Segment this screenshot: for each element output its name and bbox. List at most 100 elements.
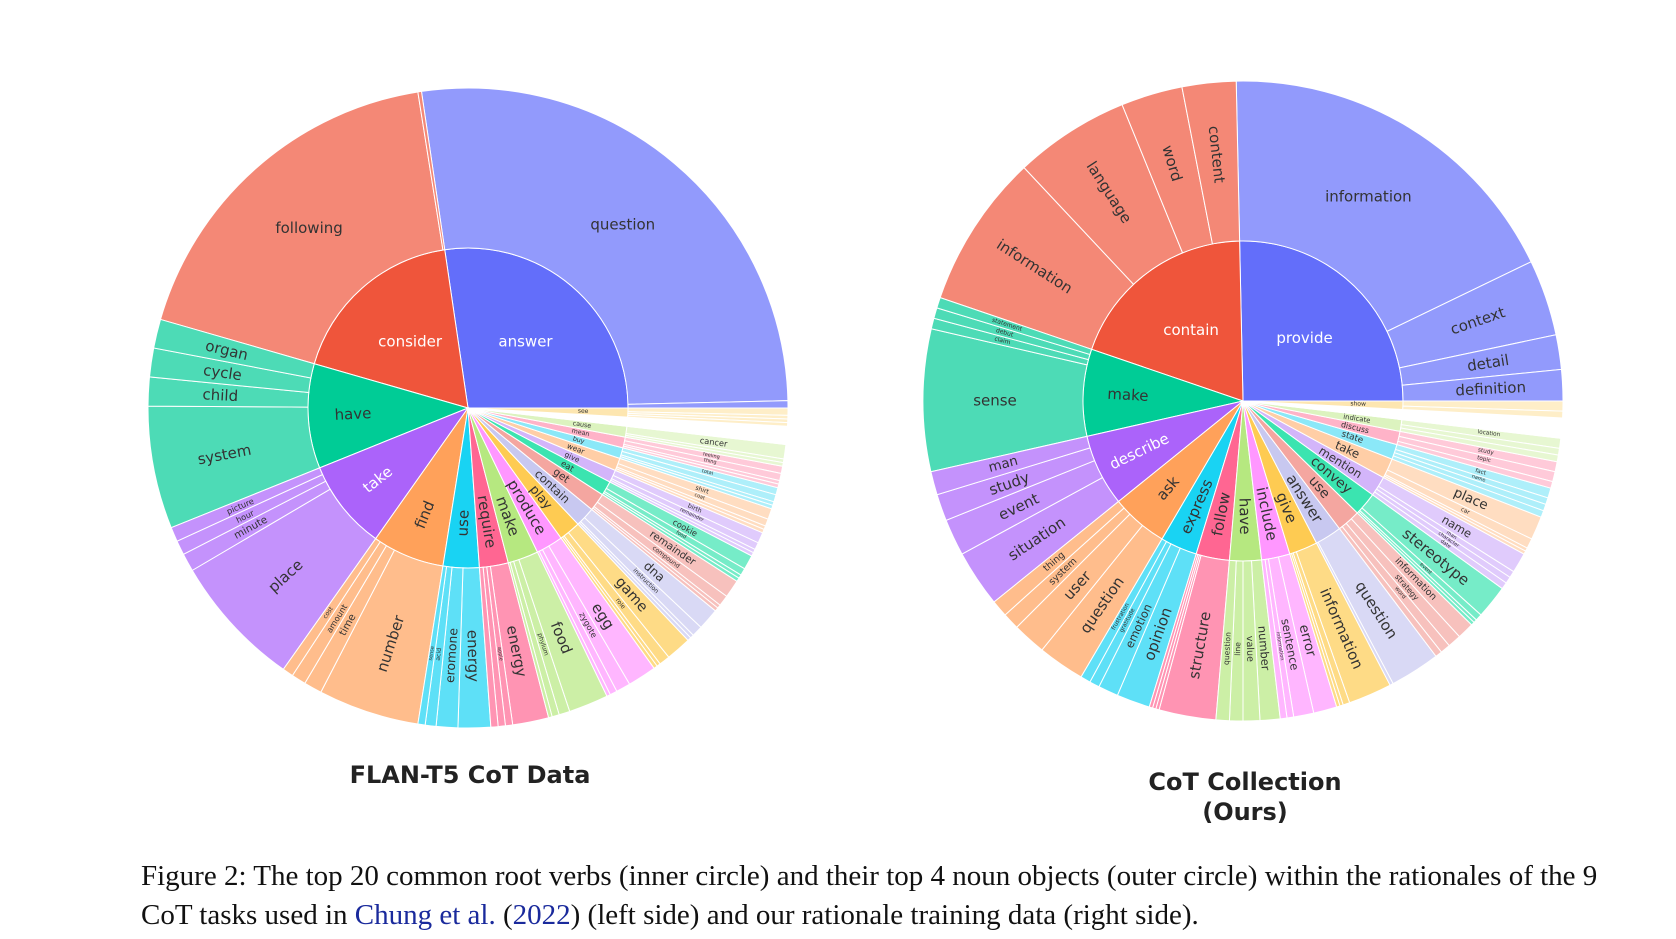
noun-wedge-blank[interactable] bbox=[1289, 552, 1341, 708]
figure-caption: Figure 2: The top 20 common root verbs (… bbox=[141, 857, 1601, 935]
noun-wedge-frustration[interactable] bbox=[1080, 538, 1168, 683]
noun-label: coat bbox=[693, 492, 705, 501]
noun-wedge-content[interactable] bbox=[1181, 80, 1241, 245]
noun-label: child bbox=[202, 385, 239, 405]
verb-label: have bbox=[334, 404, 372, 424]
verb-label: answer bbox=[498, 332, 553, 350]
noun-label: topic bbox=[1476, 455, 1491, 464]
verb-label: make bbox=[1107, 385, 1149, 405]
verb-label: contain bbox=[1163, 321, 1219, 339]
noun-label: name bbox=[1471, 474, 1486, 484]
noun-label: date bbox=[1439, 538, 1452, 549]
verb-label: buy bbox=[572, 435, 585, 445]
sunburst-chart-right: informationcontextdetaildefinitionprovid… bbox=[922, 80, 1564, 722]
noun-wedge-blank[interactable] bbox=[1261, 558, 1288, 720]
noun-wedge-blank[interactable] bbox=[1338, 525, 1443, 657]
noun-label: claim bbox=[994, 336, 1012, 347]
sunburst-chart-left: questionanswerfollowingconsidersystemchi… bbox=[147, 87, 789, 729]
noun-label: cancer bbox=[699, 435, 728, 449]
noun-label: man bbox=[1445, 530, 1458, 541]
noun-label: apple bbox=[496, 647, 504, 662]
verb-label: cause bbox=[572, 420, 591, 430]
noun-label: information bbox=[1325, 187, 1412, 205]
noun-label: car bbox=[1460, 507, 1471, 517]
noun-wedge-blank[interactable] bbox=[536, 550, 611, 697]
caption-paren: ( bbox=[495, 899, 513, 931]
noun-wedge-blank[interactable] bbox=[1356, 511, 1475, 626]
noun-label: study bbox=[1477, 447, 1494, 456]
chart-title-left: FLAN-T5 CoT Data bbox=[349, 761, 591, 789]
noun-wedge-blank[interactable] bbox=[560, 536, 658, 669]
noun-label: food bbox=[675, 530, 688, 541]
noun-wedge-statement[interactable] bbox=[936, 296, 1093, 356]
verb-label: use bbox=[453, 509, 472, 536]
verb-label: show bbox=[1350, 400, 1366, 407]
noun-wedge-thing[interactable] bbox=[993, 500, 1125, 616]
noun-label: sense bbox=[428, 646, 436, 661]
noun-wedge-blank[interactable] bbox=[1382, 475, 1527, 555]
verb-label: see bbox=[578, 408, 589, 415]
noun-label: shirt bbox=[694, 485, 710, 496]
noun-wedge-blank[interactable] bbox=[601, 492, 740, 582]
noun-wedge-information[interactable] bbox=[1235, 80, 1532, 333]
noun-label: line bbox=[1233, 642, 1242, 656]
verb-label: have bbox=[1236, 498, 1255, 535]
noun-wedge-blank[interactable] bbox=[1396, 440, 1554, 489]
noun-wedge-blank[interactable] bbox=[609, 479, 755, 557]
noun-label: man bbox=[987, 454, 1020, 476]
noun-label: definition bbox=[1455, 378, 1526, 399]
noun-label: question bbox=[1222, 632, 1233, 666]
noun-wedge-organ[interactable] bbox=[153, 318, 315, 379]
noun-wedge-blank[interactable] bbox=[417, 90, 446, 251]
verb-label: provide bbox=[1276, 329, 1332, 347]
noun-wedge-blank[interactable] bbox=[1399, 427, 1559, 463]
noun-wedge-blank[interactable] bbox=[1401, 408, 1564, 439]
noun-label: following bbox=[275, 219, 342, 237]
verb-label: mean bbox=[571, 428, 590, 439]
noun-wedge-blank[interactable] bbox=[1402, 405, 1564, 419]
citation-author-link[interactable]: Chung et al. bbox=[354, 899, 496, 931]
noun-label: information bbox=[1275, 632, 1285, 661]
noun-label: location bbox=[1477, 429, 1501, 438]
noun-label: feeling bbox=[702, 451, 720, 460]
noun-label: number bbox=[1255, 625, 1273, 671]
noun-wedge-blank[interactable] bbox=[577, 522, 692, 642]
noun-wedge-blank[interactable] bbox=[626, 416, 789, 446]
noun-label: question bbox=[590, 216, 655, 234]
noun-label: value bbox=[1244, 636, 1256, 662]
noun-wedge-question[interactable] bbox=[420, 87, 789, 405]
noun-wedge-blank[interactable] bbox=[627, 414, 789, 427]
noun-wedge-following[interactable] bbox=[159, 91, 444, 365]
noun-wedge-question[interactable] bbox=[1215, 559, 1237, 722]
noun-label: cycle bbox=[202, 361, 243, 384]
noun-label: eromone bbox=[443, 628, 461, 684]
noun-label: total bbox=[701, 468, 714, 477]
noun-wedge-blank[interactable] bbox=[624, 434, 784, 467]
noun-wedge-picture[interactable] bbox=[170, 467, 324, 542]
noun-wedge-blank[interactable] bbox=[622, 445, 780, 489]
noun-wedge-blank[interactable] bbox=[1391, 455, 1545, 518]
noun-wedge-blank[interactable] bbox=[619, 456, 774, 510]
citation-year-link[interactable]: 2022 bbox=[512, 899, 571, 931]
noun-wedge-blank[interactable] bbox=[478, 566, 499, 728]
noun-label: sense bbox=[973, 391, 1017, 409]
verb-label: consider bbox=[378, 333, 443, 351]
chart-title-right: CoT Collection (Ours) bbox=[1148, 768, 1342, 826]
noun-wedge-man[interactable] bbox=[930, 435, 1091, 496]
noun-wedge-cost[interactable] bbox=[282, 537, 381, 677]
noun-wedge-date[interactable] bbox=[1371, 491, 1507, 590]
noun-label: acid bbox=[435, 647, 443, 661]
noun-label: debut bbox=[995, 327, 1015, 339]
sunburst-figure: questionanswerfollowingconsidersystemchi… bbox=[147, 80, 1564, 729]
noun-label: energy bbox=[463, 630, 482, 683]
noun-wedge-blank[interactable] bbox=[614, 468, 765, 534]
caption-text-end: ) (left side) and our rationale training… bbox=[570, 899, 1199, 931]
noun-wedge-blank[interactable] bbox=[1148, 553, 1199, 709]
noun-label: thing bbox=[703, 457, 717, 466]
noun-wedge-blank[interactable] bbox=[1315, 541, 1394, 686]
noun-wedge-blank[interactable] bbox=[507, 561, 553, 719]
noun-wedge-sense[interactable] bbox=[417, 565, 448, 726]
caption-text: Figure 2: The top 20 common root verbs (… bbox=[141, 860, 1598, 931]
noun-wedge-blank[interactable] bbox=[591, 507, 719, 612]
